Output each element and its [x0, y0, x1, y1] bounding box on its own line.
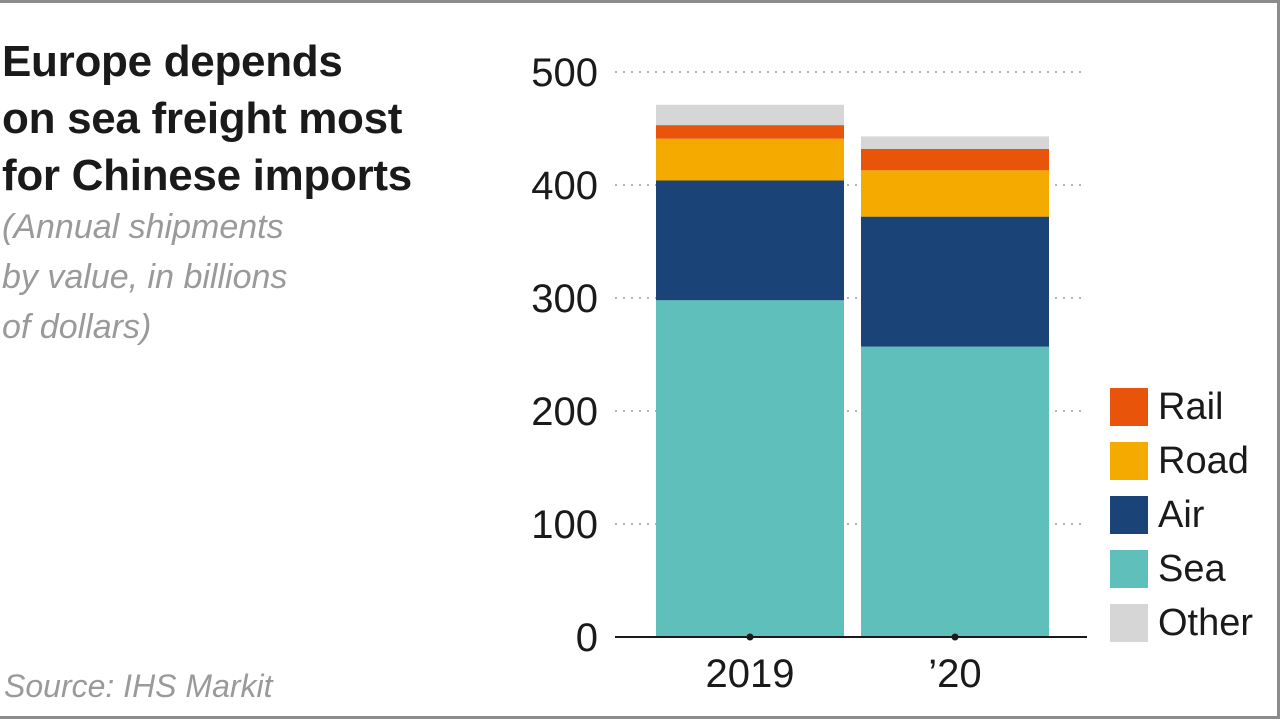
chart-subtitle-line: of dollars) [2, 308, 152, 346]
legend-label: Air [1158, 493, 1205, 536]
legend-label: Sea [1158, 547, 1226, 590]
legend-swatch [1110, 442, 1148, 480]
legend-item-air: Air [1110, 488, 1253, 542]
x-tick-mark [746, 633, 754, 641]
bar-segment-air [861, 216, 1049, 347]
bar-segment-air [656, 180, 844, 301]
frame-right-border [1277, 0, 1280, 719]
chart-title-line: on sea freight most [2, 94, 403, 143]
bar-segment-other [656, 104, 844, 126]
frame-bottom-border [0, 716, 1280, 719]
x-tick-mark [951, 633, 959, 641]
y-tick-label: 300 [531, 277, 598, 321]
legend-item-sea: Sea [1110, 542, 1253, 596]
chart-subtitle: (Annual shipments by value, in billions … [2, 202, 287, 352]
x-tick-label: 2019 [706, 652, 795, 696]
y-tick-label: 400 [531, 164, 598, 208]
x-tick-label: ’20 [928, 652, 981, 696]
bar-segment-other [861, 136, 1049, 149]
bar-segment-rail [861, 148, 1049, 171]
y-tick-label: 500 [531, 51, 598, 95]
bar-segment-road [861, 170, 1049, 217]
legend-label: Road [1158, 439, 1249, 482]
y-tick-label: 100 [531, 503, 598, 547]
legend-swatch [1110, 550, 1148, 588]
chart-subtitle-line: (Annual shipments [2, 208, 284, 246]
chart-subtitle-line: by value, in billions [2, 258, 288, 296]
legend-item-road: Road [1110, 434, 1253, 488]
legend-swatch [1110, 388, 1148, 426]
y-tick-label: 0 [576, 616, 598, 660]
bar-segment-sea [656, 300, 844, 637]
y-tick-label: 200 [531, 390, 598, 434]
chart-title-line: Europe depends [2, 37, 343, 86]
legend-item-other: Other [1110, 596, 1253, 650]
frame-top-border [0, 0, 1280, 3]
legend-item-rail: Rail [1110, 380, 1253, 434]
legend-label: Rail [1158, 385, 1224, 428]
legend-swatch [1110, 496, 1148, 534]
bar-segment-road [656, 138, 844, 181]
bar-segment-rail [656, 125, 844, 139]
bar-segment-sea [861, 346, 1049, 637]
chart-legend: Rail Road Air Sea Other [1110, 380, 1253, 650]
chart-title: Europe depends on sea freight most for C… [2, 33, 412, 204]
chart-title-line: for Chinese imports [2, 151, 412, 200]
legend-label: Other [1158, 601, 1254, 644]
source-note: Source: IHS Markit [4, 668, 273, 704]
legend-swatch [1110, 604, 1148, 642]
